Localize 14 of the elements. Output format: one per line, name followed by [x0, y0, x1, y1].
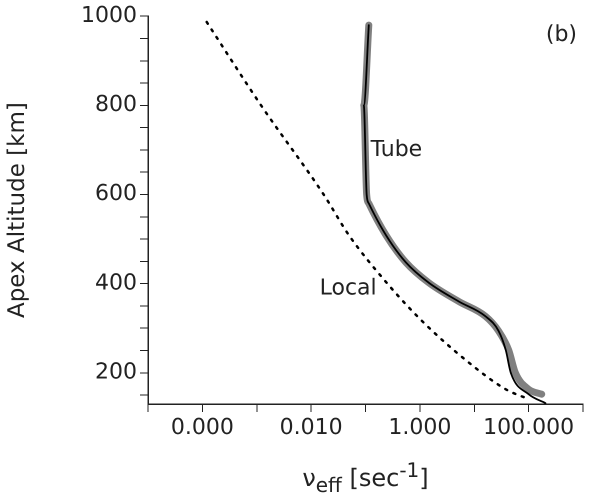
y-tick-label: 200 [95, 360, 137, 385]
x-tick-label: 1.000 [388, 414, 452, 440]
x-tick-label: 0.000 [170, 414, 234, 440]
y-tick-label: 600 [95, 181, 137, 206]
y-tick-label: 800 [95, 92, 137, 118]
x-tick-label: 0.010 [280, 414, 343, 440]
series-label: Tube [370, 137, 422, 162]
y-axis-title: Apex Altitude [km] [4, 102, 30, 318]
annotation: (b) [546, 22, 577, 47]
series-label: Local [320, 275, 377, 300]
y-tick-label: 400 [95, 270, 137, 296]
x-axis-title: ν$_{eff}$ [sec$^{-1}$] [301, 458, 430, 497]
x-tick-label: 100.000 [483, 414, 574, 440]
y-tick-label: 1000 [81, 2, 137, 28]
